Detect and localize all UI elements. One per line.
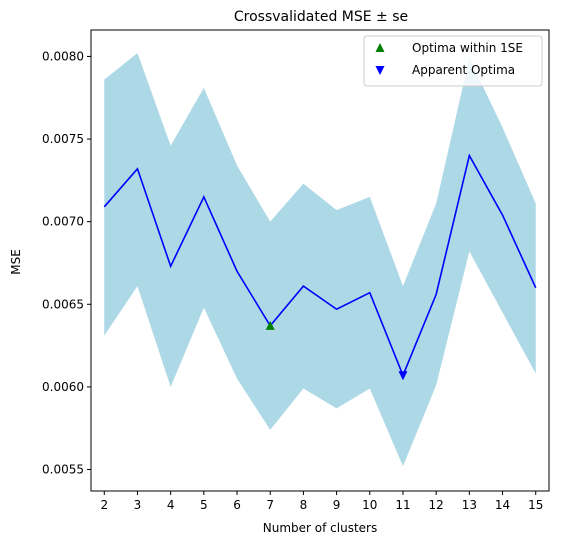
x-tick-label: 15 — [528, 498, 543, 512]
x-tick-label: 4 — [167, 498, 175, 512]
legend: Optima within 1SE Apparent Optima — [363, 35, 543, 87]
x-axis: 2 3 4 5 6 7 8 9 10 11 12 13 14 15 — [100, 491, 543, 512]
y-tick-label: 0.0080 — [42, 49, 84, 63]
x-tick-label: 13 — [462, 498, 477, 512]
y-axis-label: MSE — [9, 249, 23, 275]
x-tick-label: 9 — [333, 498, 341, 512]
legend-box — [363, 35, 543, 87]
apparent-optima-marker — [398, 371, 408, 381]
y-tick-label: 0.0075 — [42, 132, 84, 146]
x-axis-label: Number of clusters — [263, 521, 377, 535]
plot-frame — [90, 29, 550, 492]
optima-within-1se-marker — [265, 320, 275, 330]
x-tick-label: 3 — [134, 498, 142, 512]
x-tick-label: 8 — [300, 498, 308, 512]
y-tick-label: 0.0070 — [42, 215, 84, 229]
x-tick-label: 5 — [200, 498, 208, 512]
x-tick-label: 7 — [266, 498, 274, 512]
legend-label: Optima within 1SE — [412, 41, 523, 55]
error-band — [104, 53, 536, 467]
y-tick-label: 0.0060 — [42, 380, 84, 394]
x-tick-label: 6 — [233, 498, 241, 512]
y-axis: 0.0055 0.0060 0.0065 0.0070 0.0075 0.0080 — [42, 49, 91, 477]
y-tick-label: 0.0055 — [42, 463, 84, 477]
legend-triangle-up-icon — [375, 43, 385, 53]
x-tick-label: 11 — [395, 498, 410, 512]
legend-triangle-down-icon — [375, 65, 385, 75]
legend-items: Optima within 1SE Apparent Optima — [375, 41, 523, 77]
error-band-layer — [104, 53, 536, 467]
x-tick-label: 10 — [362, 498, 377, 512]
line-layer — [103, 153, 537, 378]
legend-label: Apparent Optima — [412, 63, 515, 77]
x-tick-label: 12 — [429, 498, 444, 512]
chart-title: Crossvalidated MSE ± se — [234, 9, 408, 25]
x-tick-label: 14 — [495, 498, 510, 512]
x-tick-label: 2 — [100, 498, 108, 512]
y-tick-label: 0.0065 — [42, 297, 84, 311]
marker-layer — [265, 320, 408, 381]
series-line-mean — [103, 153, 537, 378]
